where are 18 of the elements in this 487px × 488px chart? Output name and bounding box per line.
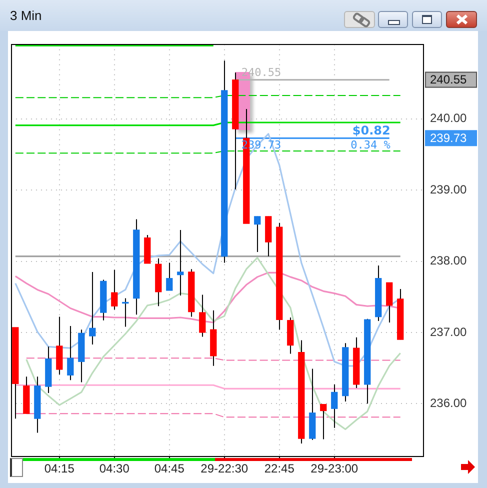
annotation: 240.55 — [241, 66, 282, 80]
annotation: $0.82 — [352, 123, 390, 138]
y-tick-label: 238.00 — [430, 254, 468, 268]
candlestick — [177, 230, 184, 296]
x-tick-label: 04:45 — [154, 462, 185, 476]
annotation: 0.34 % — [350, 138, 391, 152]
x-tick-label: 22:45 — [264, 462, 295, 476]
y-tick-label: 240.55 — [430, 72, 468, 87]
y-tick-label: 240.00 — [430, 111, 468, 126]
x-tick-label: 04:15 — [44, 462, 75, 476]
chart-title: 3 Min — [10, 8, 42, 24]
y-tick-label: 237.00 — [430, 324, 468, 339]
y-tick-label: 239.00 — [430, 182, 468, 196]
x-tick-label: 29-23:00 — [310, 462, 358, 476]
y-tick-label: 236.00 — [430, 396, 468, 410]
x-tick-label: 29-22:30 — [200, 462, 248, 476]
x-tick-label: 04:30 — [99, 462, 130, 476]
y-tick-label: 239.73 — [430, 130, 468, 145]
